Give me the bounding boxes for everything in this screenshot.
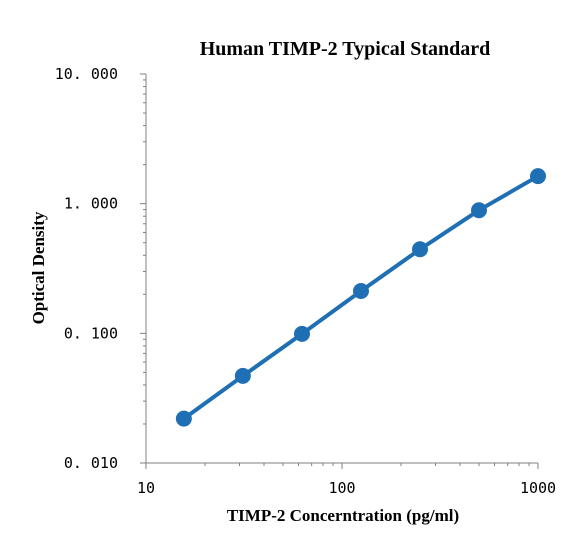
y-tick-label: 1. 000	[64, 195, 118, 213]
y-tick-label: 0. 100	[64, 324, 118, 342]
data-point	[293, 325, 310, 342]
data-point	[470, 202, 487, 219]
y-axis-label: Optical Density	[29, 211, 48, 324]
data-point	[530, 168, 546, 185]
data-point	[234, 367, 251, 384]
x-tick-label: 100	[328, 479, 355, 497]
y-tick-label: 0. 010	[64, 454, 118, 472]
y-tick-label: 10. 000	[55, 65, 118, 83]
data-point	[175, 410, 192, 427]
chart-title: Human TIMP-2 Typical Standard	[200, 38, 491, 60]
x-tick-label: 10	[137, 479, 155, 497]
data-point	[352, 283, 369, 300]
x-tick-label: 1000	[520, 479, 556, 497]
data-point	[411, 241, 428, 258]
x-axis-label: TIMP-2 Concerntration (pg/ml)	[227, 506, 459, 525]
